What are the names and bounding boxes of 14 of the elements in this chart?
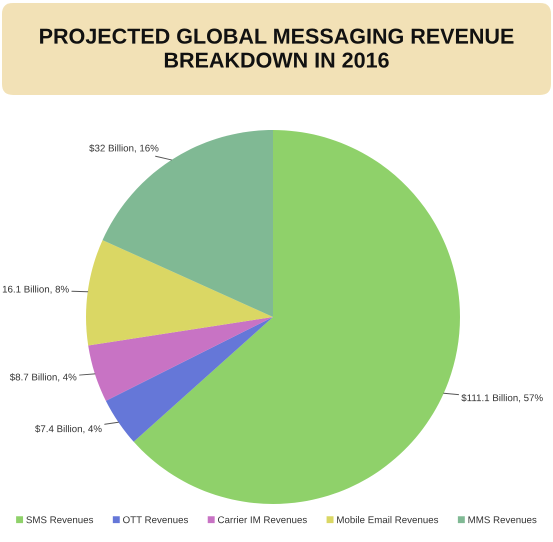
legend-label: Mobile Email Revenues	[337, 516, 438, 524]
legend-label: OTT Revenues	[123, 516, 188, 524]
pie-slice	[86, 240, 273, 346]
pie-slice	[106, 317, 273, 442]
data-label: $111.1 Billion, 57%	[461, 394, 543, 402]
data-label: $32 Billion, 16%	[89, 144, 158, 153]
legend-label: MMS Revenues	[468, 516, 536, 524]
data-label: 16.1 Billion, 8%	[2, 285, 69, 294]
chart-title: PROJECTED GLOBAL MESSAGING REVENUE BREAKDOWN IN 2016	[40, 28, 514, 68]
legend-label: SMS Revenues	[26, 516, 94, 524]
data-label: $7.4 Billion, 4%	[35, 424, 102, 434]
legend-label: Carrier IM Revenues	[218, 516, 307, 524]
pie-slice	[88, 317, 273, 401]
data-label: $8.7 Billion, 4%	[10, 373, 76, 382]
